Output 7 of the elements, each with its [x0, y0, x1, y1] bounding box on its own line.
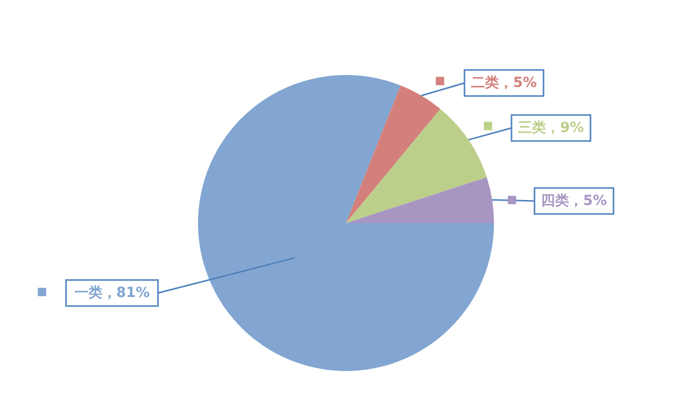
- legend-label: 三类，9%: [518, 120, 584, 136]
- pie-slice: [346, 177, 494, 223]
- pie-slice: [346, 108, 487, 223]
- legend-label: 一类，81%: [74, 285, 150, 301]
- pie-slice: [346, 85, 440, 223]
- legend-label: 二类，5%: [471, 75, 537, 91]
- legend-label: 四类，5%: [541, 193, 607, 209]
